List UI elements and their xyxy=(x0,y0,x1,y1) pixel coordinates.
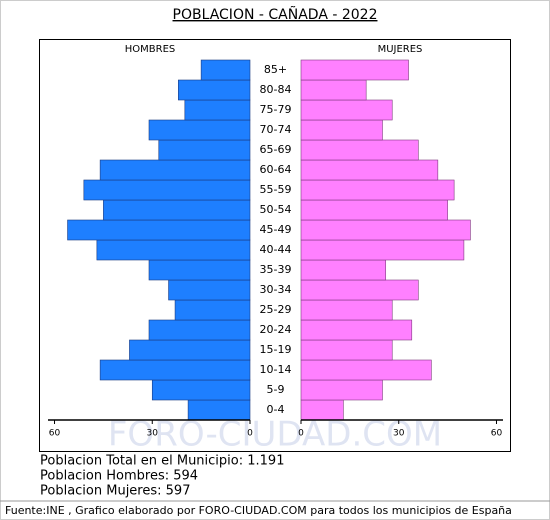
source: Fuente:INE , Grafico elaborado por FORO-… xyxy=(5,504,512,517)
bar-mujeres xyxy=(300,199,448,221)
x-tick-label: 60 xyxy=(491,429,503,439)
stat-mujeres: Poblacion Mujeres: 597 xyxy=(40,484,190,499)
x-tick-label: 0 xyxy=(247,429,253,439)
legend-mujeres: MUJERES xyxy=(378,44,423,55)
watermark: FORO-CIUDAD.COM xyxy=(108,415,442,455)
bar-hombres xyxy=(129,339,251,361)
bar-hombres xyxy=(184,99,251,121)
bar-mujeres xyxy=(300,119,383,141)
bar-hombres xyxy=(178,79,251,101)
bar-mujeres xyxy=(300,259,387,281)
bar-hombres xyxy=(200,59,251,81)
age-label: 40-44 xyxy=(260,243,292,256)
legend-hombres: HOMBRES xyxy=(125,44,176,55)
age-label: 80-84 xyxy=(260,83,292,96)
age-label: 50-54 xyxy=(260,203,292,216)
bar-mujeres xyxy=(300,179,455,201)
bar-mujeres xyxy=(300,219,471,241)
age-label: 75-79 xyxy=(260,103,292,116)
x-tick-label: 30 xyxy=(393,429,405,439)
x-tick-label: 60 xyxy=(49,429,61,439)
bar-hombres xyxy=(103,199,251,221)
stat-hombres: Poblacion Hombres: 594 xyxy=(40,469,198,484)
age-label: 65-69 xyxy=(260,143,292,156)
age-label: 25-29 xyxy=(260,303,292,316)
bar-hombres xyxy=(99,159,251,181)
bar-mujeres xyxy=(300,319,413,341)
bar-mujeres xyxy=(300,279,419,301)
bar-hombres xyxy=(83,179,251,201)
age-label: 55-59 xyxy=(260,183,292,196)
age-label: 5-9 xyxy=(267,383,285,396)
bar-hombres xyxy=(99,359,251,381)
bar-mujeres xyxy=(300,399,344,421)
bar-mujeres xyxy=(300,299,393,321)
bar-hombres xyxy=(168,279,251,301)
age-label: 20-24 xyxy=(260,323,292,336)
x-tick-label: 30 xyxy=(147,429,159,439)
bar-mujeres xyxy=(300,359,432,381)
bar-hombres xyxy=(67,219,251,241)
bar-hombres xyxy=(151,379,251,401)
age-label: 35-39 xyxy=(260,263,292,276)
bar-mujeres xyxy=(300,159,439,181)
bar-mujeres xyxy=(300,59,409,81)
bar-hombres xyxy=(148,119,251,141)
age-label: 15-19 xyxy=(260,343,292,356)
bar-hombres xyxy=(148,319,251,341)
bar-hombres xyxy=(158,139,251,161)
bar-mujeres xyxy=(300,139,419,161)
age-label: 10-14 xyxy=(260,363,292,376)
age-label: 0-4 xyxy=(267,403,285,416)
chart-title: POBLACION - CAÑADA - 2022 xyxy=(173,6,378,23)
bar-hombres xyxy=(187,399,251,421)
bar-mujeres xyxy=(300,379,383,401)
bar-hombres xyxy=(148,259,251,281)
stat-total: Poblacion Total en el Municipio: 1.191 xyxy=(40,454,284,469)
age-label: 70-74 xyxy=(260,123,292,136)
bar-hombres xyxy=(96,239,251,261)
age-label: 85+ xyxy=(264,63,287,76)
bar-mujeres xyxy=(300,99,393,121)
age-label: 60-64 xyxy=(260,163,292,176)
bar-mujeres xyxy=(300,79,367,101)
bar-mujeres xyxy=(300,239,465,261)
bar-hombres xyxy=(174,299,251,321)
x-tick-label: 0 xyxy=(298,429,304,439)
age-label: 45-49 xyxy=(260,223,292,236)
age-label: 30-34 xyxy=(260,283,292,296)
bar-mujeres xyxy=(300,339,393,361)
